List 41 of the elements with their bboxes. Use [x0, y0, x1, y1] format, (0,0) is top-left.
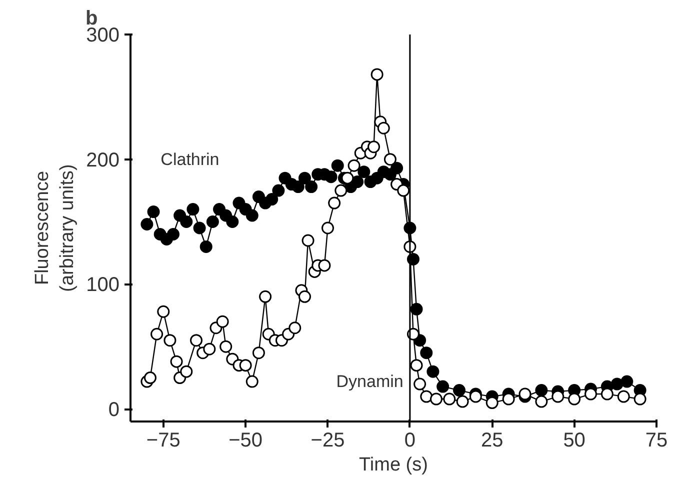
x-tick-label: −50 — [228, 430, 263, 452]
point — [535, 384, 548, 397]
series-label: Clathrin — [160, 150, 220, 169]
x-tick-label: 0 — [404, 430, 416, 452]
point — [140, 218, 154, 230]
point — [324, 170, 338, 184]
point — [200, 240, 212, 253]
series-label: Dynamin — [336, 372, 404, 392]
point — [298, 172, 311, 184]
point — [266, 193, 278, 206]
point — [206, 216, 219, 228]
point — [610, 378, 624, 390]
point — [331, 159, 344, 172]
y-tick-label: 300 — [86, 24, 120, 46]
x-axis-title: Time (s) — [359, 454, 428, 476]
y-tick-label: 100 — [86, 274, 120, 296]
x-tick-label: −25 — [310, 430, 345, 452]
point — [410, 302, 423, 316]
y-tick-label: 0 — [108, 399, 120, 422]
x-tick-label: 50 — [563, 430, 586, 452]
point — [226, 216, 239, 228]
point — [358, 166, 370, 178]
point — [166, 228, 180, 240]
y-axis-title: Fluorescence (arbitrary units) — [32, 164, 78, 292]
point — [147, 206, 160, 218]
point — [193, 222, 206, 234]
point — [180, 216, 193, 228]
point — [620, 375, 634, 388]
point — [453, 384, 466, 397]
y-tick-label: 200 — [86, 149, 120, 172]
point — [186, 203, 200, 216]
point — [305, 180, 318, 194]
point — [436, 380, 450, 393]
x-tick-label: 25 — [481, 430, 504, 452]
point — [292, 180, 304, 194]
point — [426, 365, 440, 378]
point — [272, 184, 285, 197]
x-tick-label: −75 — [146, 430, 180, 452]
point — [246, 209, 258, 222]
x-tick-label: 75 — [645, 430, 668, 452]
point — [420, 346, 433, 360]
